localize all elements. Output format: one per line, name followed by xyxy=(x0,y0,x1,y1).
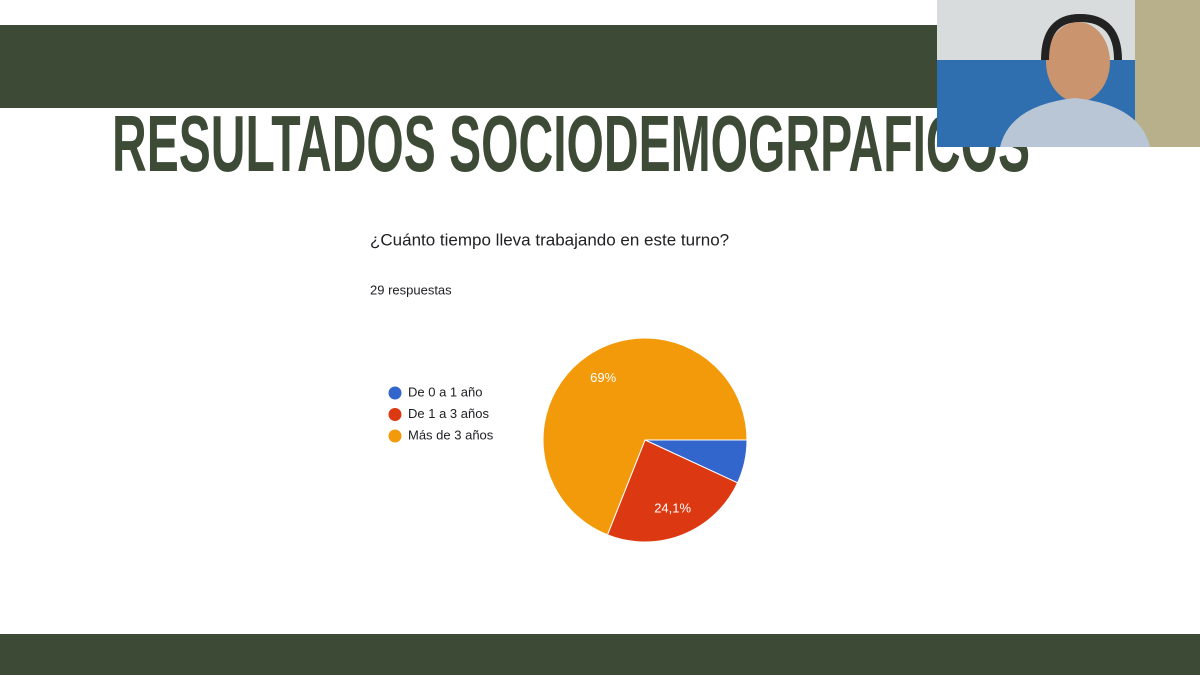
webcam-door xyxy=(1135,0,1200,147)
legend-marker xyxy=(388,429,402,443)
webcam-face xyxy=(1046,22,1110,102)
legend-label: De 0 a 1 año xyxy=(408,384,482,399)
legend-marker xyxy=(388,386,402,400)
bottom-band xyxy=(0,634,1200,675)
webcam-headset xyxy=(1041,13,1122,61)
chart-title: ¿Cuánto tiempo lleva trabajando en este … xyxy=(370,230,729,249)
pie-slice xyxy=(542,337,748,536)
top-band xyxy=(0,25,937,108)
webcam xyxy=(937,0,1200,147)
legend-marker xyxy=(388,408,402,421)
slice-label: 24,1% xyxy=(654,501,691,516)
legend-label: Más de 3 años xyxy=(408,427,494,442)
chart-subtitle: 29 respuestas xyxy=(370,282,452,297)
webcam-shirt xyxy=(1000,98,1150,147)
legend-label: De 1 a 3 años xyxy=(408,406,489,421)
slice-label: 69% xyxy=(590,370,616,385)
pie-slice xyxy=(606,439,739,543)
slide-title: RESULTADOS SOCIODEMOGRPAFICOS xyxy=(112,99,1030,188)
